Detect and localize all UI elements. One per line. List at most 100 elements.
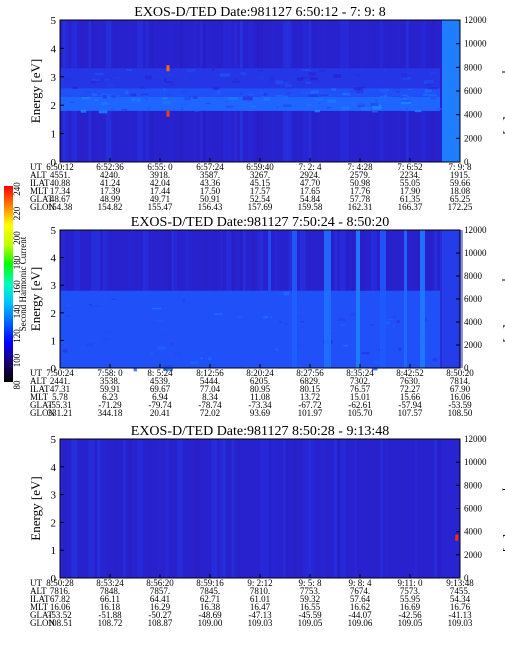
table-cell: 48.67 xyxy=(50,194,71,204)
y-tick-label: 4 xyxy=(51,43,57,55)
y-right-tick-label: 6000 xyxy=(464,294,483,304)
band-speckle xyxy=(263,316,272,319)
band-speckle xyxy=(395,91,400,93)
y-axis-label: Energy [eV] xyxy=(28,476,43,540)
y-right-tick-label: 4000 xyxy=(464,110,483,120)
table-cell: 8:50:28 xyxy=(46,578,74,588)
spectrum-column xyxy=(294,439,298,578)
table-cell: 105.70 xyxy=(348,408,373,418)
band-speckle xyxy=(166,93,173,96)
y-right-tick-label: 10000 xyxy=(464,248,487,258)
band-speckle xyxy=(163,88,166,91)
table-cell: 77.04 xyxy=(200,384,221,394)
band-speckle xyxy=(387,318,394,320)
band-speckle xyxy=(354,73,360,75)
band-speckle xyxy=(63,79,73,83)
band-speckle xyxy=(300,76,308,79)
band-speckle xyxy=(333,74,342,78)
chart-title: EXOS-D/TED Date:981127 6:50:12 - 7: 9: 8 xyxy=(134,5,385,20)
table-cell: 3538. xyxy=(100,376,120,386)
y-tick-label: 1 xyxy=(51,129,57,141)
band-speckle xyxy=(331,88,336,91)
table-cell: 16.06 xyxy=(50,602,71,612)
table-cell: 64.41 xyxy=(150,594,170,604)
y-tick-label: 0 xyxy=(51,573,57,585)
table-cell: 7630. xyxy=(400,376,420,386)
y-tick-label: 3 xyxy=(51,490,57,502)
band-speckle xyxy=(111,94,116,99)
table-cell: 65.25 xyxy=(450,194,471,204)
spectrum-column xyxy=(71,439,75,578)
band-speckle xyxy=(417,98,420,102)
table-cell: 9: 5: 8 xyxy=(298,578,322,588)
table-cell: 41.24 xyxy=(100,178,121,188)
y-right-tick-label: 6000 xyxy=(464,86,483,96)
band-speckle xyxy=(361,106,370,111)
spectrum-column xyxy=(260,439,266,578)
band-speckle xyxy=(327,99,336,103)
colorbar-tick-label: 100 xyxy=(12,353,22,367)
band-speckle xyxy=(248,109,255,111)
band-speckle xyxy=(358,79,366,82)
table-cell: 154.38 xyxy=(48,202,73,212)
table-cell: 59.66 xyxy=(450,178,471,188)
table-cell: -53.52 xyxy=(48,610,71,620)
band-speckle xyxy=(133,367,137,372)
band-speckle xyxy=(405,107,409,111)
band-speckle xyxy=(152,307,162,310)
band-speckle xyxy=(414,109,422,113)
table-cell: 49.71 xyxy=(150,194,170,204)
y-right-tick-label: 8000 xyxy=(464,271,483,281)
stripe xyxy=(292,230,297,368)
band-speckle xyxy=(285,84,292,87)
band-speckle xyxy=(263,89,266,91)
chart-title: EXOS-D/TED Date:981127 8:50:28 - 9:13:48 xyxy=(131,424,389,439)
table-cell: 61.35 xyxy=(400,194,421,204)
band-speckle xyxy=(337,318,346,321)
band-speckle xyxy=(162,101,172,105)
table-cell: 43.36 xyxy=(200,178,221,188)
band-speckle xyxy=(104,78,110,81)
band-speckle xyxy=(160,333,166,337)
table-cell: 15.66 xyxy=(400,392,421,402)
band-speckle xyxy=(343,344,349,347)
band-speckle xyxy=(283,291,290,296)
table-cell: 8.34 xyxy=(202,392,218,402)
table-cell: 16.55 xyxy=(300,602,321,612)
colorbar-tick-label: 120 xyxy=(12,329,22,343)
band-speckle xyxy=(142,93,149,96)
band-speckle xyxy=(105,332,109,336)
table-cell: 6829. xyxy=(300,376,320,386)
band-speckle xyxy=(288,77,298,82)
band-speckle xyxy=(262,96,272,98)
band-speckle xyxy=(286,92,291,95)
table-cell: 7455. xyxy=(450,586,470,596)
band-speckle xyxy=(240,92,243,95)
band-speckle xyxy=(318,102,321,104)
band-speckle xyxy=(150,351,154,355)
band-speckle xyxy=(107,105,115,108)
band-speckle xyxy=(69,90,76,92)
band-speckle xyxy=(384,321,390,325)
colorbar-tick-label: 80 xyxy=(12,380,22,390)
spectrum-column xyxy=(331,439,335,578)
y-right-tick-label: 4000 xyxy=(464,527,483,537)
band-speckle xyxy=(278,321,282,324)
colorbar-label: Second Harmonic Current xyxy=(18,236,28,331)
band-speckle xyxy=(349,312,357,317)
colorbar-tick-label: 200 xyxy=(12,231,22,245)
band-speckle xyxy=(166,81,173,83)
y-tick-label: 5 xyxy=(51,225,57,237)
y-axis-label: Energy [eV] xyxy=(28,59,43,123)
band-speckle xyxy=(194,110,199,112)
band-speckle xyxy=(121,108,128,111)
table-cell: -62.61 xyxy=(348,400,371,410)
table-cell: -71.29 xyxy=(98,400,122,410)
table-cell: 72.02 xyxy=(200,408,220,418)
table-cell: -67.72 xyxy=(298,400,321,410)
band-speckle xyxy=(357,75,361,77)
table-cell: 2234. xyxy=(400,170,420,180)
table-cell: 13.72 xyxy=(300,392,320,402)
table-row-label: GLON xyxy=(30,618,55,628)
